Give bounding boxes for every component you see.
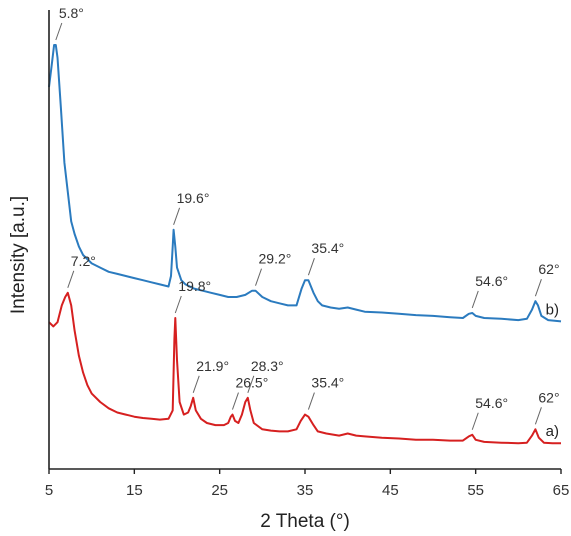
annotation-leader [247, 375, 255, 393]
curve-label-a: a) [546, 423, 559, 440]
x-tick-label: 35 [297, 482, 314, 499]
peak-annotation: 7.2° [71, 253, 96, 269]
series-line-b [48, 44, 562, 323]
peak-annotation: 21.9° [196, 358, 229, 374]
x-axis-title: 2 Theta (°) [260, 511, 350, 532]
peak-annotation: 35.4° [311, 375, 344, 391]
series-layer [48, 44, 562, 445]
peak-annotation: 54.6° [475, 273, 508, 289]
series-line-a [48, 291, 561, 445]
annotation-leader [55, 22, 63, 41]
peak-annotation: 62° [538, 389, 559, 405]
peak-annotation: 29.2° [259, 251, 292, 267]
annotation-leader [471, 412, 479, 430]
annotation-leader [255, 268, 262, 286]
annotation-layer: 5.8° 19.6° 29.2° 35.4° 54.6° 62° 7.2° 19.8° 21.9… [55, 5, 560, 430]
annotation-leader [173, 207, 181, 225]
x-tick-label: 5 [45, 482, 53, 499]
peak-annotation: 62° [538, 261, 559, 277]
x-tick-label: 15 [126, 482, 143, 499]
x-tick-label: 55 [467, 482, 484, 499]
curve-label-b: b) [546, 301, 559, 318]
annotation-leader [192, 375, 200, 393]
annotation-leader [307, 392, 315, 410]
x-tick-label: 65 [553, 482, 570, 499]
annotation-leader [534, 407, 542, 425]
peak-annotation: 19.6° [177, 190, 210, 206]
peak-annotation: 28.3° [251, 358, 284, 374]
annotation-leader [231, 392, 239, 410]
annotation-leader [174, 295, 182, 314]
annotation-leader [67, 270, 75, 288]
annotation-leader [307, 258, 315, 276]
curve-label-layer: a) b) [546, 301, 559, 440]
x-tick-layer: 5 15 25 35 45 55 65 [45, 469, 570, 499]
peak-annotation: 5.8° [59, 5, 84, 21]
x-tick-label: 45 [382, 482, 399, 499]
annotation-leader [471, 290, 479, 309]
peak-annotation: 54.6° [475, 395, 508, 411]
y-axis-title: Intensity [a.u.] [8, 196, 29, 314]
annotation-leader [534, 279, 542, 297]
x-tick-label: 25 [211, 482, 228, 499]
peak-annotation: 19.8° [178, 278, 211, 294]
peak-annotation: 35.4° [311, 240, 344, 256]
